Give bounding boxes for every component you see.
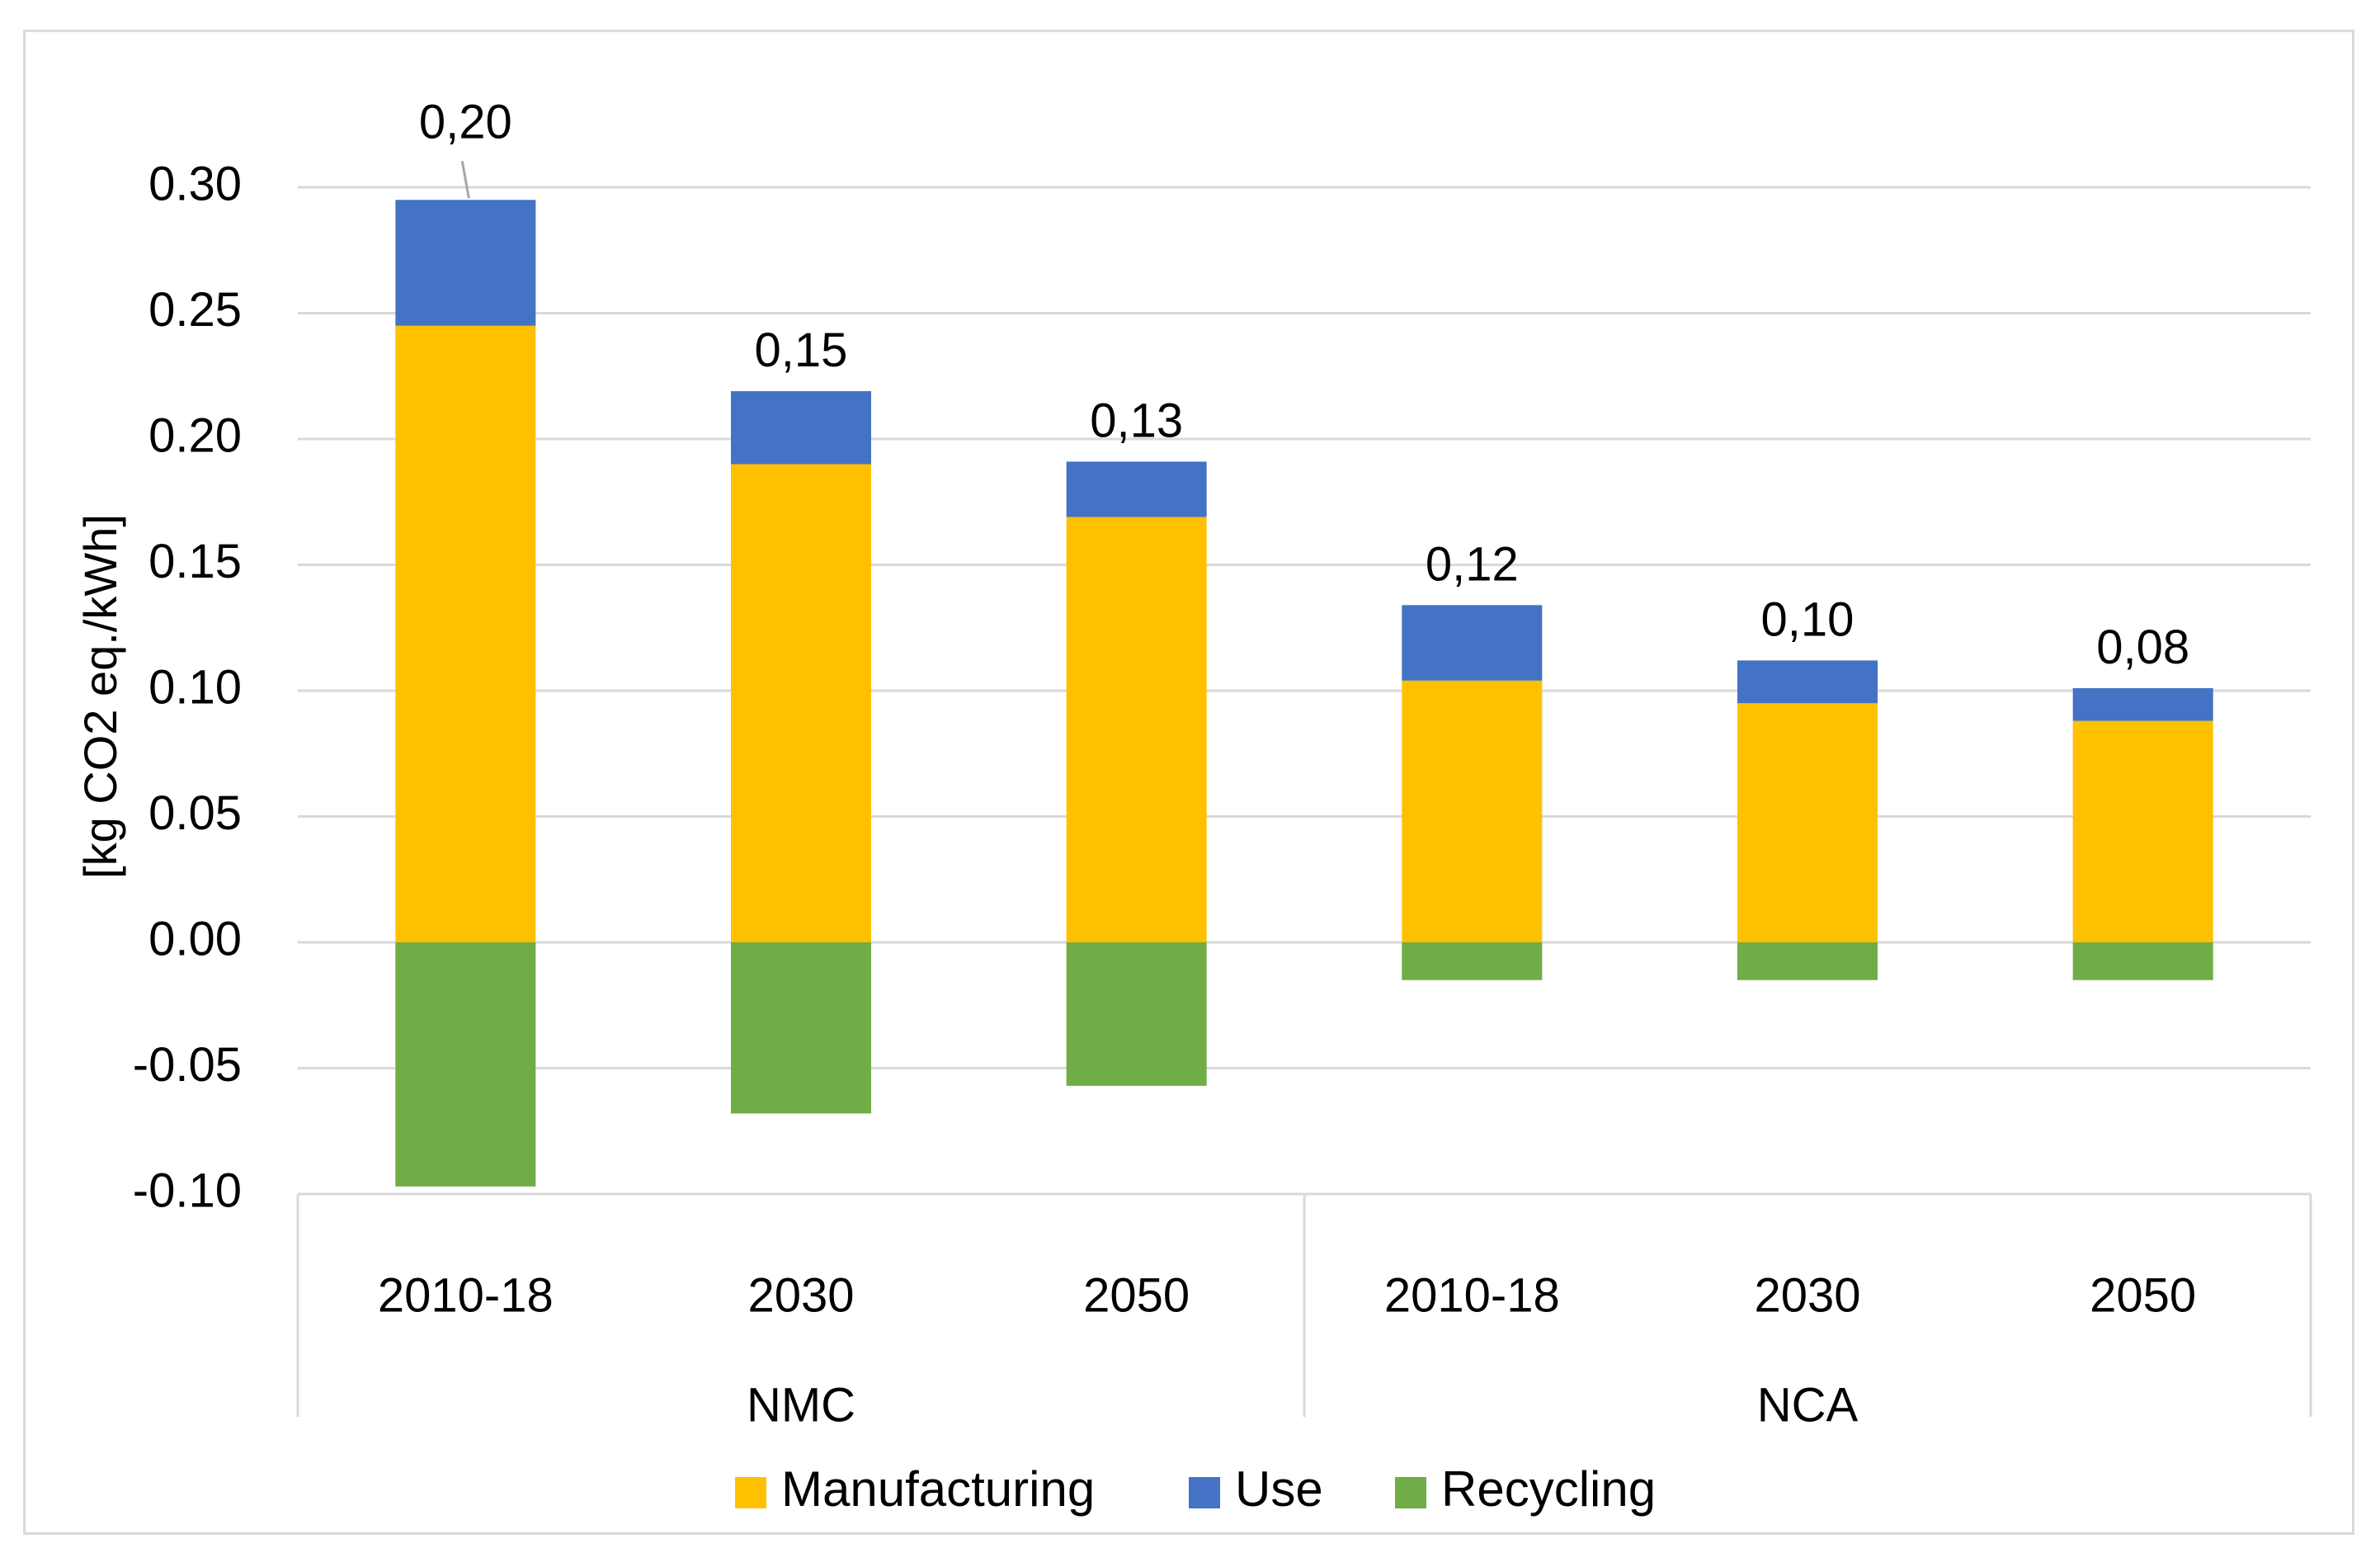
bar-use <box>731 391 871 465</box>
legend-label: Recycling <box>1441 1461 1656 1517</box>
bar-manufacturing <box>1737 703 1878 942</box>
bar-use <box>2072 687 2213 721</box>
bar-recycling <box>2072 942 2213 980</box>
bar-recycling <box>1402 942 1543 980</box>
group-label: NCA <box>1757 1378 1859 1432</box>
bar-recycling <box>731 942 871 1114</box>
x-tick-label: 2010-18 <box>378 1268 554 1322</box>
bar-manufacturing <box>1066 517 1207 942</box>
legend-swatch <box>1189 1477 1220 1508</box>
bars <box>395 200 2213 1187</box>
y-tick-label: 0.00 <box>148 912 242 965</box>
y-tick-label: 0.05 <box>148 786 242 840</box>
bar-manufacturing <box>395 325 536 942</box>
data-label: 0,13 <box>1090 394 1183 447</box>
bar-use <box>395 200 536 326</box>
data-labels: 0,20 0,15 0,13 0,12 0,10 0,08 <box>419 95 2189 674</box>
bar-manufacturing <box>1402 680 1543 942</box>
legend-swatch <box>735 1477 766 1508</box>
gridlines <box>298 186 2311 1196</box>
y-tick-label: -0.10 <box>133 1163 242 1217</box>
bar-use <box>1402 605 1543 681</box>
bar-manufacturing <box>731 464 871 942</box>
bar-use <box>1066 461 1207 517</box>
x-tick-label: 2050 <box>1083 1268 1190 1322</box>
bar-manufacturing <box>2072 720 2213 942</box>
chart-frame: 2010-18 2030 2050 2010-18 2030 2050 NMC NCA 0.3… <box>23 30 2354 1535</box>
data-label-leader <box>460 160 470 199</box>
x-tick-label: 2010-18 <box>1384 1268 1560 1322</box>
data-label: 0,20 <box>419 95 512 149</box>
y-tick-label: 0.15 <box>148 535 242 588</box>
bar-recycling <box>1066 942 1207 1086</box>
y-tick-label: 0.30 <box>148 157 242 210</box>
y-tick-label: 0.20 <box>148 408 242 462</box>
legend-label: Manufacturing <box>781 1461 1095 1517</box>
stacked-bar-chart: 2010-18 2030 2050 2010-18 2030 2050 NMC NCA 0.3… <box>74 95 2312 1517</box>
data-label: 0,10 <box>1761 592 1855 646</box>
legend: Manufacturing Use Recycling <box>735 1461 1656 1517</box>
category-axis: 2010-18 2030 2050 2010-18 2030 2050 NMC NCA <box>296 1194 2312 1432</box>
data-label: 0,12 <box>1426 537 1519 591</box>
bar-recycling <box>1737 942 1878 980</box>
legend-label: Use <box>1235 1461 1323 1517</box>
y-axis-title: [kg CO2 eq./kWh] <box>74 514 126 879</box>
group-label: NMC <box>747 1378 855 1432</box>
data-label: 0,08 <box>2096 621 2189 674</box>
x-tick-label: 2030 <box>1754 1268 1860 1322</box>
y-tick-label: 0.10 <box>148 660 242 714</box>
y-axis-ticks: 0.30 0.25 0.20 0.15 0.10 0.05 0.00 -0.05 -0.10 <box>133 157 242 1217</box>
y-axis-title-group: [kg CO2 eq./kWh] <box>74 514 126 879</box>
y-tick-label: -0.05 <box>133 1038 242 1092</box>
y-tick-label: 0.25 <box>148 283 242 337</box>
bar-recycling <box>395 942 536 1187</box>
x-tick-label: 2050 <box>2090 1268 2196 1322</box>
data-label: 0,15 <box>755 323 848 377</box>
x-tick-label: 2030 <box>747 1268 854 1322</box>
legend-swatch <box>1395 1477 1426 1508</box>
bar-use <box>1737 660 1878 704</box>
